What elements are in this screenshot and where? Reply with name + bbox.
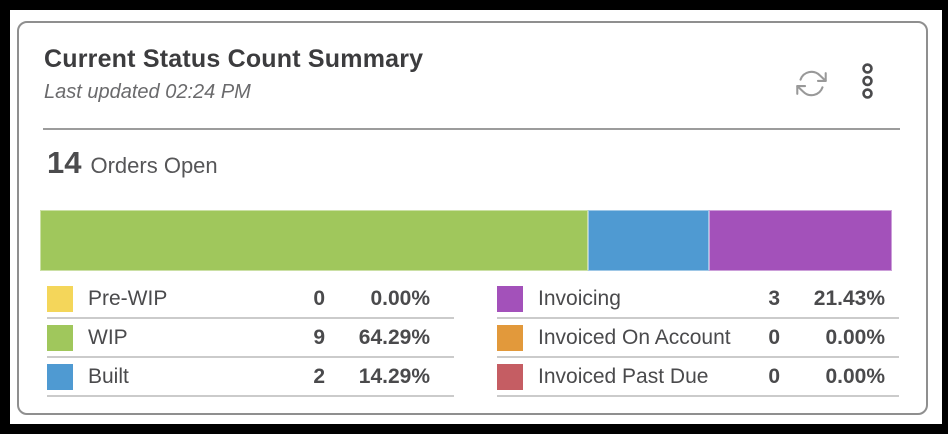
legend-label: Pre-WIP — [88, 286, 168, 310]
legend-label: Invoiced On Account — [538, 325, 731, 349]
legend-percent: 0.00% — [825, 325, 885, 349]
legend-column-left: Pre-WIP 0 0.00% WIP 9 64.29% Built 2 14.… — [47, 280, 454, 397]
legend-swatch-pre-wip — [47, 285, 73, 312]
legend-label: WIP — [88, 325, 128, 349]
legend-swatch-invoicing — [497, 285, 523, 312]
legend-count: 2 — [313, 364, 325, 388]
legend-count: 0 — [313, 286, 325, 310]
legend-row-built: Built 2 14.29% — [47, 358, 454, 397]
legend-label: Built — [88, 364, 129, 388]
legend-count: 0 — [768, 364, 780, 388]
legend-label: Invoiced Past Due — [538, 364, 709, 388]
refresh-button[interactable] — [791, 63, 831, 103]
legend-row-invoicing: Invoicing 3 21.43% — [497, 280, 899, 319]
legend-label: Invoicing — [538, 286, 621, 310]
stacked-bar — [40, 210, 892, 271]
bar-segment-built[interactable] — [587, 210, 710, 271]
legend-row-invoiced-on-account: Invoiced On Account 0 0.00% — [497, 319, 899, 358]
legend-swatch-invoiced-past-due — [497, 363, 523, 390]
legend-percent: 0.00% — [370, 286, 430, 310]
orders-open-count: 14 — [47, 145, 82, 180]
last-updated-text: Last updated 02:24 PM — [44, 81, 251, 103]
card-title: Current Status Count Summary — [44, 45, 424, 73]
kebab-menu-icon — [860, 63, 875, 99]
legend-percent: 64.29% — [358, 325, 430, 349]
legend-count: 3 — [768, 286, 780, 310]
bar-segment-invoicing[interactable] — [709, 210, 892, 271]
legend-percent: 21.43% — [813, 286, 885, 310]
header-divider — [43, 128, 900, 130]
legend-column-right: Invoicing 3 21.43% Invoiced On Account 0… — [497, 280, 899, 397]
refresh-icon — [795, 68, 827, 99]
legend-row-wip: WIP 9 64.29% — [47, 319, 454, 358]
legend-count: 0 — [768, 325, 780, 349]
legend-row-pre-wip: Pre-WIP 0 0.00% — [47, 280, 454, 319]
legend-count: 9 — [313, 325, 325, 349]
legend-swatch-wip — [47, 324, 73, 351]
orders-open-summary: 14 Orders Open — [47, 145, 218, 181]
legend-percent: 14.29% — [358, 364, 430, 388]
legend-swatch-built — [47, 363, 73, 390]
kebab-menu-button[interactable] — [847, 61, 887, 101]
legend-row-invoiced-past-due: Invoiced Past Due 0 0.00% — [497, 358, 899, 397]
legend-swatch-invoiced-on-account — [497, 324, 523, 351]
status-summary-card: Current Status Count Summary Last update… — [17, 21, 928, 415]
legend-percent: 0.00% — [825, 364, 885, 388]
orders-open-label: Orders Open — [90, 153, 218, 178]
bar-segment-wip[interactable] — [40, 210, 588, 271]
